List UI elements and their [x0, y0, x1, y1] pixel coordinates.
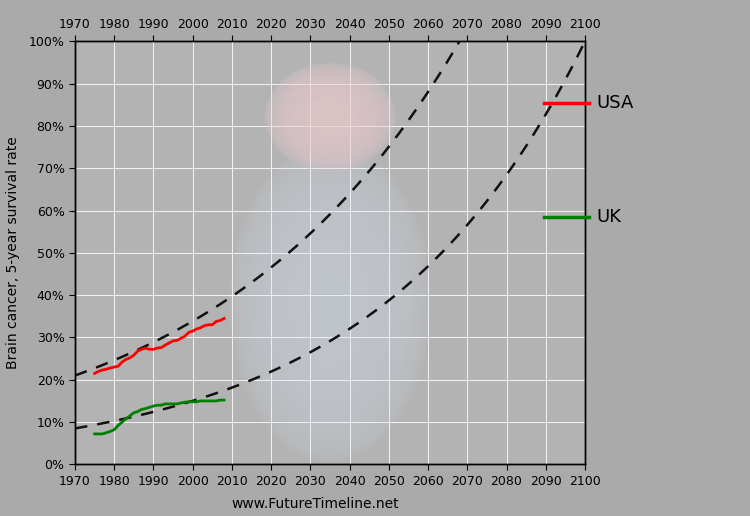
- Y-axis label: Brain cancer, 5-year survival rate: Brain cancer, 5-year survival rate: [6, 136, 20, 369]
- Text: USA: USA: [596, 94, 634, 112]
- Text: UK: UK: [596, 208, 621, 225]
- Text: www.FutureTimeline.net: www.FutureTimeline.net: [231, 497, 399, 511]
